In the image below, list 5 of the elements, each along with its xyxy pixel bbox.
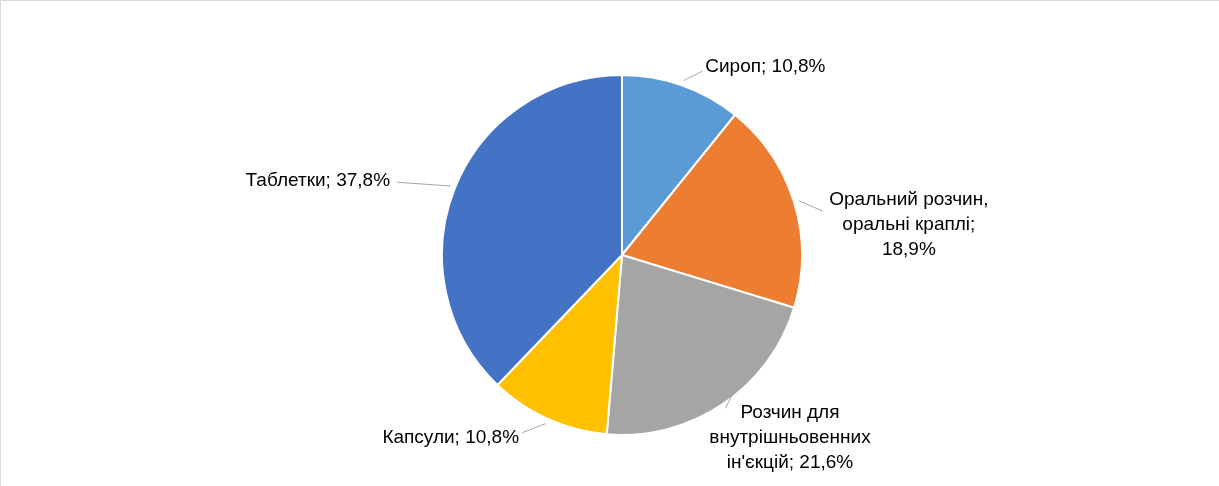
slice-label: Сироп; 10,8% [705, 55, 826, 77]
slice-label: Оральний розчин, оральні краплі; 18,9% [829, 188, 989, 260]
slice-label: Розчин для внутрішньовенних ін'єкцій; 21,6% [709, 401, 872, 473]
slice-label: Таблетки; 37,8% [245, 169, 391, 191]
slice-label: Капсули; 10,8% [382, 426, 520, 448]
